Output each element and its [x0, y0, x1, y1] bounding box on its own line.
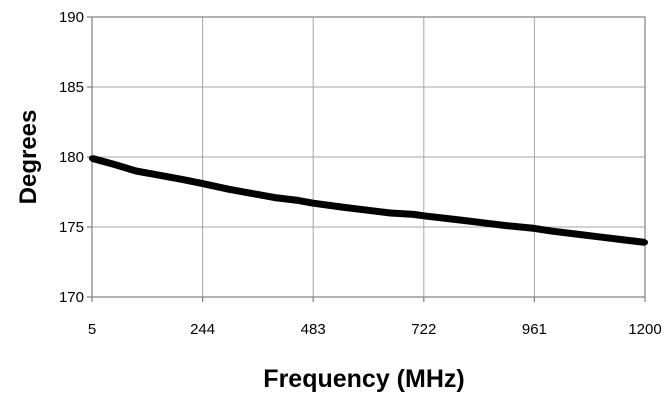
data-point	[595, 233, 602, 240]
data-point	[387, 210, 394, 216]
data-point	[310, 200, 317, 207]
series-line	[91, 155, 646, 246]
data-point	[294, 197, 301, 204]
x-axis-ticks: 5 244 483 722 961 1200	[88, 297, 662, 338]
x-tick-label: 483	[301, 321, 326, 338]
data-point	[549, 228, 556, 235]
data-point	[503, 222, 510, 229]
y-axis-ticks: 190 185 180 175 170	[59, 9, 92, 306]
data-point	[89, 155, 95, 162]
data-point	[341, 204, 348, 211]
data-point	[109, 161, 116, 167]
data-point	[179, 176, 186, 183]
x-axis-title: Frequency (MHz)	[263, 365, 464, 393]
data-point	[133, 168, 139, 174]
x-tick-label: 961	[522, 321, 547, 338]
data-point	[618, 236, 625, 243]
data-point	[199, 180, 206, 187]
x-tick-label: 244	[190, 321, 215, 338]
data-point	[225, 186, 232, 193]
data-point	[572, 231, 579, 237]
x-tick-label: 1200	[628, 321, 661, 338]
data-point	[271, 194, 278, 201]
y-tick-label: 170	[59, 289, 84, 306]
series-group	[89, 155, 648, 246]
y-tick-label: 180	[59, 149, 84, 166]
data-point	[364, 207, 371, 214]
data-point	[410, 211, 417, 218]
y-tick-label: 190	[59, 9, 84, 26]
x-tick-label: 5	[88, 321, 96, 338]
y-axis-title: Degrees	[15, 110, 42, 205]
y-tick-label: 175	[59, 219, 84, 236]
grid	[92, 17, 645, 297]
data-point	[248, 190, 255, 197]
data-point	[156, 172, 163, 179]
data-point	[420, 212, 427, 219]
data-point	[642, 239, 648, 246]
data-point	[531, 225, 538, 232]
data-point	[480, 219, 486, 226]
y-tick-label: 185	[59, 79, 84, 96]
data-point	[456, 217, 463, 223]
x-tick-label: 722	[411, 321, 436, 338]
